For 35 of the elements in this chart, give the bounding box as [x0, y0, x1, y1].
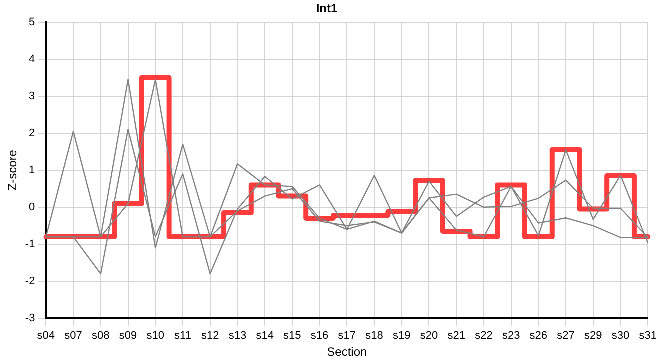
x-tick-label: s30 [612, 330, 630, 342]
y-tick-label: 4 [29, 53, 36, 66]
y-tick-label: 0 [29, 201, 36, 214]
x-tick-label: s14 [256, 330, 274, 342]
x-tick-label: s27 [557, 330, 575, 342]
x-tick-label: s22 [475, 330, 493, 342]
x-tick-label: s08 [92, 330, 110, 342]
x-tick-label: s21 [448, 330, 466, 342]
x-tick-label: s11 [174, 330, 192, 342]
x-tick-label: s31 [639, 330, 658, 342]
y-tick-label: 2 [29, 127, 36, 140]
y-tick-label: -2 [25, 275, 36, 288]
y-tick-label: 5 [29, 16, 36, 28]
x-tick-label: s20 [420, 330, 438, 342]
x-tick-label: s29 [584, 330, 602, 342]
x-axis-title: Section [327, 345, 368, 360]
x-tick-label: s13 [228, 330, 247, 342]
chart-title: Int1 [316, 2, 338, 16]
x-tick-label: s16 [310, 330, 329, 342]
x-tick-label: s04 [37, 330, 56, 342]
y-tick-label: -1 [25, 238, 36, 250]
x-tick-label: s10 [146, 330, 164, 342]
y-tick-label: 1 [29, 164, 36, 176]
x-tick-label: s09 [119, 330, 138, 342]
x-tick-label: s19 [393, 330, 411, 342]
x-tick-label: s17 [338, 330, 356, 342]
y-axis-title: Z-score [6, 150, 20, 191]
x-tick-label: s23 [502, 330, 520, 342]
y-tick-label: 3 [29, 90, 36, 102]
x-tick-label: s26 [530, 330, 548, 342]
x-tick-label: s18 [366, 330, 384, 342]
x-tick-label: s15 [284, 330, 302, 342]
x-tick-label: s12 [201, 330, 220, 342]
x-tick-label: s07 [64, 330, 82, 342]
y-tick-label: -3 [25, 312, 36, 324]
